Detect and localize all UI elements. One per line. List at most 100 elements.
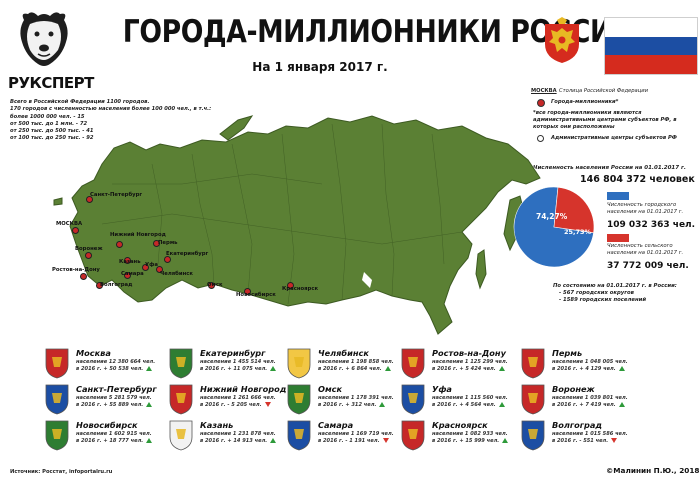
city-population: население 1 455 514 чел.	[200, 359, 276, 365]
stats-line: Всего в Российской Федерации 1100 городо…	[10, 99, 150, 105]
city-change-text: в 2016 г. + 4 129 чел.	[552, 366, 616, 372]
map-label-voronezh: Воронеж	[75, 246, 103, 252]
arrow-up-icon	[618, 366, 625, 371]
map-label-yekaterinburg: Екатеринбург	[166, 251, 209, 257]
city-population: население 1 602 915 чел.	[76, 431, 152, 437]
city-change-text: в 2016 г. + 312 чел.	[318, 402, 377, 408]
city-crest-icon	[521, 384, 545, 415]
arrow-up-icon	[146, 366, 153, 371]
legend-capital-text: Столица Российской Федерации	[559, 88, 648, 94]
city-change: в 2016 г. + 5 424 чел.	[432, 366, 505, 372]
city-change: в 2016 г. - 551 чел.	[552, 438, 618, 444]
city-change-text: в 2016 г. + 6 864 чел.	[318, 366, 382, 372]
city-crest-icon	[169, 348, 193, 379]
coat-of-arms-icon	[545, 17, 579, 63]
city-change: в 2016 г. + 11 075 чел.	[200, 366, 277, 372]
city-population: население 1 015 586 чел.	[552, 431, 628, 437]
city-crest-icon	[401, 348, 425, 379]
city-change: в 2016 г. + 312 чел.	[318, 402, 386, 408]
stats-line: 170 городов с численностью населения бол…	[10, 106, 212, 113]
map-label-omsk: Омск	[207, 282, 223, 288]
city-crest-icon	[287, 384, 311, 415]
city-card: Екатеринбург население 1 455 514 чел. в 20…	[168, 346, 292, 382]
city-population: население 1 169 719 чел.	[318, 431, 394, 437]
city-change-text: в 2016 г. + 11 075 чел.	[200, 366, 268, 372]
urban-swatch	[607, 192, 629, 200]
urban-value: 109 032 363 чел.	[607, 220, 696, 230]
novaya-zemlya-land	[219, 115, 254, 141]
legend-note: *все города-миллионники являются админис…	[533, 110, 677, 130]
city-name: Пермь	[552, 348, 583, 358]
map-label-novosibirsk: Новосибирск	[236, 292, 276, 298]
city-name: Самара	[318, 420, 354, 430]
rural-label: Численность сельского населения на 01.01…	[607, 243, 684, 256]
city-name: Волгоград	[552, 420, 603, 430]
city-change-text: в 2016 г. + 15 999 чел.	[432, 438, 500, 444]
city-card: Нижний Новгород население 1 261 666 чел. в…	[168, 382, 292, 418]
legend-capital: МОСКВА Столица Российской Федерации	[531, 88, 695, 95]
arrow-up-icon	[498, 402, 505, 407]
source-note: Источник: Росстат, infoportalru.ru	[10, 469, 113, 475]
city-change: в 2016 г. + 50 538 чел.	[76, 366, 153, 372]
city-change: в 2016 г. + 6 864 чел.	[318, 366, 391, 372]
arrow-up-icon	[146, 402, 153, 407]
city-population: население 1 125 299 чел.	[432, 359, 508, 365]
city-card: Челябинск население 1 198 858 чел. в 2016 …	[286, 346, 410, 382]
city-change-text: в 2016 г. - 1 191 чел.	[318, 438, 380, 444]
city-card: Казань население 1 231 878 чел. в 2016 г. …	[168, 418, 292, 454]
city-population: население 1 231 878 чел.	[200, 431, 276, 437]
arrow-up-icon	[618, 402, 625, 407]
city-change: в 2016 г. + 4 564 чел.	[432, 402, 505, 408]
population-pie-chart: 74,27% 25,73%	[513, 186, 595, 268]
stats-line: от 250 тыс. до 500 тыс. - 41	[10, 128, 94, 135]
city-name: Москва	[76, 348, 111, 358]
map-dot	[142, 264, 149, 271]
map-label-saint-petersburg: Санкт-Петербург	[90, 192, 143, 198]
admin-line: - 567 городских округов	[559, 290, 635, 297]
city-name: Омск	[318, 384, 343, 394]
rural-value: 37 772 009 чел.	[607, 261, 689, 271]
map-legend: МОСКВА Столица Российской Федерации Горо…	[531, 88, 695, 145]
arrow-up-icon	[270, 438, 277, 443]
city-population: население 1 178 391 чел.	[318, 395, 394, 401]
city-name: Челябинск	[318, 348, 369, 358]
city-crest-icon	[521, 348, 545, 379]
map-label-samara: Самара	[121, 271, 144, 277]
white-dot-icon	[537, 135, 544, 142]
kaliningrad-land	[53, 197, 63, 206]
city-card: Самара население 1 169 719 чел. в 2016 г. …	[286, 418, 410, 454]
city-crest-icon	[401, 420, 425, 451]
city-change: в 2016 г. + 4 129 чел.	[552, 366, 625, 372]
red-dot-icon	[537, 99, 545, 107]
population-label: Численность населения России на 01.01.20…	[533, 165, 686, 171]
map-dot	[208, 282, 215, 289]
stats-line: от 100 тыс. до 250 тыс. - 92	[10, 135, 94, 142]
map-dot	[153, 240, 160, 247]
city-card: Волгоград население 1 015 586 чел. в 2016 …	[520, 418, 644, 454]
city-card: Пермь население 1 048 005 чел. в 2016 г. +…	[520, 346, 644, 382]
city-population: население 1 261 666 чел.	[200, 395, 276, 401]
arrow-up-icon	[146, 438, 153, 443]
city-population: население 12 380 664 чел.	[76, 359, 156, 365]
city-card: Ростов-на-Дону население 1 125 299 чел. в …	[400, 346, 524, 382]
city-name: Уфа	[432, 384, 452, 394]
region-borders	[101, 123, 463, 305]
brand-name: РУКСПЕРТ	[8, 74, 94, 92]
city-crest-icon	[45, 420, 69, 451]
baikal-lake	[362, 272, 372, 288]
map-label-kazan: Казань	[119, 259, 141, 265]
city-name: Новосибирск	[76, 420, 138, 430]
city-change: в 2016 г. - 5 205 чел.	[200, 402, 271, 408]
city-card: Омск население 1 178 391 чел. в 2016 г. + …	[286, 382, 410, 418]
city-name: Екатеринбург	[200, 348, 266, 358]
city-name: Воронеж	[552, 384, 595, 394]
map-dot	[85, 252, 92, 259]
russia-land	[69, 115, 541, 335]
map-label-volgograd: Волгоград	[100, 282, 133, 288]
admin-line: - 1589 городских поселений	[559, 297, 647, 304]
map-dot	[164, 256, 171, 263]
arrow-down-icon	[264, 402, 271, 407]
city-change: в 2016 г. + 15 999 чел.	[432, 438, 509, 444]
city-change: в 2016 г. + 7 419 чел.	[552, 402, 625, 408]
admin-units-block: По состоянию на 01.01.2017 г. в России: …	[553, 283, 698, 305]
